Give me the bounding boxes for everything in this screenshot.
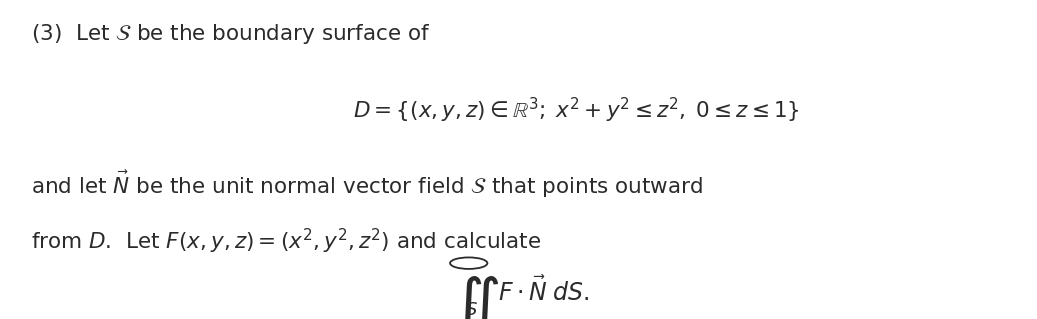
Text: $\iint$: $\iint$ [451, 274, 499, 319]
Text: and let $\vec{N}$ be the unit normal vector field $\mathcal{S}$ that points outw: and let $\vec{N}$ be the unit normal vec… [31, 169, 703, 200]
Text: from $D$.  Let $F(x, y, z) = (x^2, y^2, z^2)$ and calculate: from $D$. Let $F(x, y, z) = (x^2, y^2, z… [31, 226, 541, 256]
Text: $S$: $S$ [465, 301, 477, 319]
Text: (3)  Let $\mathcal{S}$ be the boundary surface of: (3) Let $\mathcal{S}$ be the boundary su… [31, 22, 430, 46]
Text: $D = \{(x, y, z) \in \mathbb{R}^3;\; x^2 + y^2 \leq z^2,\; 0 \leq z \leq 1\}$: $D = \{(x, y, z) \in \mathbb{R}^3;\; x^2… [353, 96, 800, 125]
Text: $F \cdot \vec{N}\; dS.$: $F \cdot \vec{N}\; dS.$ [498, 276, 589, 306]
